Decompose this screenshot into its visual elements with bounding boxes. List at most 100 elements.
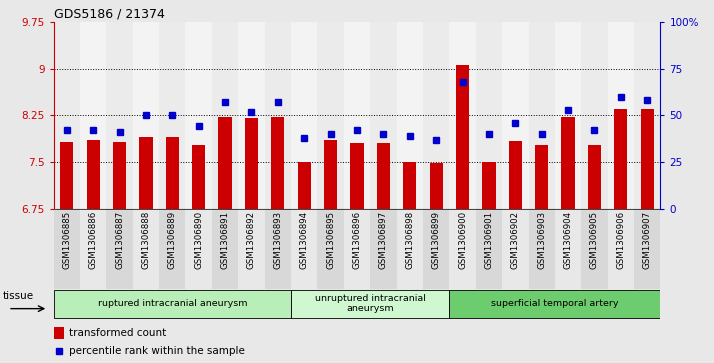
Bar bbox=[581, 209, 608, 289]
Bar bbox=[588, 144, 601, 209]
Bar bbox=[265, 209, 291, 289]
Bar bbox=[351, 143, 363, 209]
Bar bbox=[502, 209, 528, 289]
Bar bbox=[291, 209, 318, 289]
Bar bbox=[238, 22, 265, 209]
Bar bbox=[265, 22, 291, 209]
Bar bbox=[80, 209, 106, 289]
Bar bbox=[344, 22, 370, 209]
Bar bbox=[377, 143, 390, 209]
Bar bbox=[133, 209, 159, 289]
Bar bbox=[166, 137, 179, 209]
Bar bbox=[106, 22, 133, 209]
Bar bbox=[106, 209, 133, 289]
Bar bbox=[60, 142, 74, 209]
Bar bbox=[186, 22, 212, 209]
Bar bbox=[528, 22, 555, 209]
Text: GSM1306899: GSM1306899 bbox=[432, 211, 441, 269]
Bar bbox=[561, 117, 575, 209]
Text: GSM1306892: GSM1306892 bbox=[247, 211, 256, 269]
Text: GSM1306903: GSM1306903 bbox=[537, 211, 546, 269]
Bar bbox=[581, 22, 608, 209]
Text: superficial temporal artery: superficial temporal artery bbox=[491, 299, 618, 308]
Bar bbox=[634, 22, 660, 209]
Text: GSM1306895: GSM1306895 bbox=[326, 211, 335, 269]
FancyBboxPatch shape bbox=[291, 290, 449, 318]
Bar bbox=[271, 117, 284, 209]
Bar bbox=[423, 22, 449, 209]
Bar bbox=[318, 22, 344, 209]
Bar bbox=[614, 109, 628, 209]
Bar bbox=[186, 209, 212, 289]
Text: ruptured intracranial aneurysm: ruptured intracranial aneurysm bbox=[98, 299, 247, 308]
Bar bbox=[54, 22, 80, 209]
Text: GSM1306900: GSM1306900 bbox=[458, 211, 467, 269]
Bar bbox=[476, 22, 502, 209]
Text: GSM1306888: GSM1306888 bbox=[141, 211, 151, 269]
Text: GSM1306896: GSM1306896 bbox=[353, 211, 361, 269]
Bar bbox=[608, 209, 634, 289]
Bar bbox=[396, 209, 423, 289]
Bar bbox=[86, 139, 100, 209]
Bar bbox=[555, 22, 581, 209]
Text: GSM1306891: GSM1306891 bbox=[221, 211, 230, 269]
Bar bbox=[133, 22, 159, 209]
Bar bbox=[324, 140, 337, 209]
Text: GSM1306893: GSM1306893 bbox=[273, 211, 282, 269]
Bar bbox=[159, 209, 186, 289]
Text: GSM1306885: GSM1306885 bbox=[62, 211, 71, 269]
Bar bbox=[212, 22, 238, 209]
Bar bbox=[423, 209, 449, 289]
Bar bbox=[608, 22, 634, 209]
FancyBboxPatch shape bbox=[54, 290, 291, 318]
Bar bbox=[396, 22, 423, 209]
Bar bbox=[449, 22, 476, 209]
Bar bbox=[430, 163, 443, 209]
Bar bbox=[298, 162, 311, 209]
Bar bbox=[54, 209, 80, 289]
Text: GSM1306894: GSM1306894 bbox=[300, 211, 308, 269]
Bar bbox=[483, 162, 496, 209]
Text: GSM1306898: GSM1306898 bbox=[406, 211, 414, 269]
Bar bbox=[449, 209, 476, 289]
Bar bbox=[80, 22, 106, 209]
Bar bbox=[640, 109, 654, 209]
Bar bbox=[139, 137, 153, 209]
Bar bbox=[54, 327, 64, 339]
Bar bbox=[528, 209, 555, 289]
Text: GSM1306889: GSM1306889 bbox=[168, 211, 177, 269]
Text: transformed count: transformed count bbox=[69, 328, 166, 338]
Bar bbox=[634, 209, 660, 289]
Bar bbox=[318, 209, 344, 289]
Text: percentile rank within the sample: percentile rank within the sample bbox=[69, 346, 245, 356]
Bar bbox=[344, 209, 370, 289]
Bar bbox=[456, 65, 469, 209]
Text: GSM1306901: GSM1306901 bbox=[484, 211, 493, 269]
Bar bbox=[192, 144, 206, 209]
Bar bbox=[291, 22, 318, 209]
Text: unruptured intracranial
aneurysm: unruptured intracranial aneurysm bbox=[315, 294, 426, 313]
Bar bbox=[218, 117, 231, 209]
Bar bbox=[245, 118, 258, 209]
Bar bbox=[212, 209, 238, 289]
Text: GSM1306890: GSM1306890 bbox=[194, 211, 203, 269]
Text: GSM1306905: GSM1306905 bbox=[590, 211, 599, 269]
Bar bbox=[370, 209, 396, 289]
Text: GSM1306902: GSM1306902 bbox=[511, 211, 520, 269]
Text: GSM1306897: GSM1306897 bbox=[379, 211, 388, 269]
Text: GSM1306907: GSM1306907 bbox=[643, 211, 652, 269]
FancyBboxPatch shape bbox=[449, 290, 660, 318]
Bar bbox=[113, 142, 126, 209]
Bar bbox=[535, 144, 548, 209]
Bar bbox=[370, 22, 396, 209]
Bar bbox=[476, 209, 502, 289]
Bar bbox=[159, 22, 186, 209]
Text: GDS5186 / 21374: GDS5186 / 21374 bbox=[54, 8, 164, 21]
Text: tissue: tissue bbox=[3, 291, 34, 301]
Text: GSM1306904: GSM1306904 bbox=[563, 211, 573, 269]
Bar bbox=[508, 141, 522, 209]
Bar bbox=[403, 162, 416, 209]
Text: GSM1306887: GSM1306887 bbox=[115, 211, 124, 269]
Bar bbox=[555, 209, 581, 289]
Text: GSM1306886: GSM1306886 bbox=[89, 211, 98, 269]
